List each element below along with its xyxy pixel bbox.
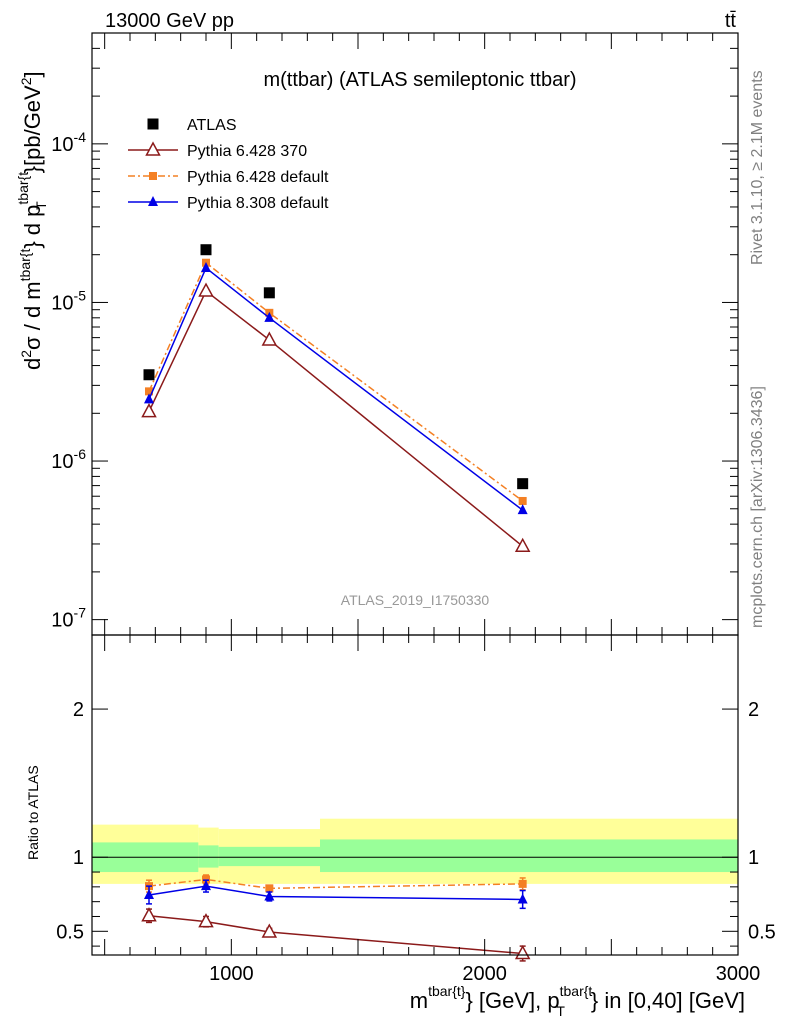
legend-marker-3 [148,196,158,206]
ratio-point-0-0 [141,907,157,922]
header-process-label: tt̄ [725,10,737,32]
legend-label-2: Pythia 6.428 default [187,169,329,186]
header-energy-label: 13000 GeV pp [105,10,234,32]
green-band-2 [218,846,320,867]
main-point-3-0 [144,393,154,404]
main-panel: 10-7 10-6 10-5 10-4 m(ttbar) (ATLAS semilep… [15,32,739,636]
main-ticks: 10-7 10-6 10-5 10-4 [51,32,739,635]
legend-label-0: ATLAS [187,117,237,134]
ratio-point-2-1 [201,880,211,891]
ratio-series-2 [144,879,528,910]
main-ytick-label: 10-7 [51,605,86,632]
legend-label-3: Pythia 8.308 default [187,195,329,212]
main-point-0-0 [143,369,155,381]
ratio-series-line-2 [148,885,523,901]
green-band-3 [320,839,738,873]
main-point-1-2 [261,331,278,346]
ratio-ytick-label-left: 2 [73,699,84,721]
ratio-point-2-2 [264,890,275,901]
ratio-bands [92,818,738,884]
watermark: ATLAS_2019_I1750330 [341,592,490,608]
rivet-version-label: Rivet 3.1.10, ≥ 2.1M events [749,70,766,265]
xtick-label: 1000 [209,963,254,985]
main-point-3-3 [517,504,528,515]
legend: ATLAS Pythia 6.428 370 Pythia 6.428 defaul… [128,117,329,212]
ratio-point-0-2 [261,923,278,938]
svg-text:d2σ / d mtbar{t} d ptbar{tT}[p: d2σ / d mtbar{t} d ptbar{tT}[pb/GeV2] [15,71,49,370]
main-point-1-1 [198,282,214,297]
main-point-3-1 [201,261,211,272]
main-series-1 [141,282,531,553]
mcplots-label: mcplots.cern.ch [arXiv:1306.3436] [749,386,766,628]
main-series-line-2 [148,261,524,502]
main-title: m(ttbar) (ATLAS semileptonic ttbar) [263,69,576,91]
ratio-point-1-2 [265,884,274,893]
ratio-ytick-label-right: 1 [748,847,759,869]
ratio-series-0 [141,907,531,962]
main-series-line-3 [148,266,524,511]
ratio-point-2-3 [517,893,528,904]
main-point-2-3 [518,496,527,505]
ratio-ticks: 0.5 0.5 1 1 2 2 1000 2000 3000 [56,635,776,985]
xtick-label: 2000 [462,963,507,985]
legend-marker-0 [147,118,159,130]
main-marks [141,244,531,553]
main-point-1-0 [141,403,157,418]
ratio-ylabel: Ratio to ATLAS [25,765,41,860]
main-series-0 [143,244,529,490]
ratio-point-0-1 [198,913,214,928]
xtick-label: 3000 [716,963,761,985]
main-point-0-1 [200,244,212,256]
main-series-3 [144,261,528,515]
legend-marker-2 [149,172,157,180]
ratio-point-1-3 [518,879,527,888]
green-band-1 [198,845,219,868]
legend-marker-1 [145,141,161,156]
main-point-0-2 [263,287,275,299]
legend-label-1: Pythia 6.428 370 [187,143,307,160]
ratio-ytick-label-left: 0.5 [56,921,84,943]
ratio-ytick-label-left: 1 [73,847,84,869]
main-ytick-label: 10-4 [51,129,86,156]
ratio-frame [91,634,739,956]
ratio-ytick-label-right: 0.5 [748,921,776,943]
main-series-line-1 [148,289,524,547]
ratio-point-2-0 [144,889,154,899]
main-ylabel: d2σ / d mtbar{t} d ptbar{tT}[pb/GeV2] [15,71,49,370]
ratio-panel: 0.5 0.5 1 1 2 2 1000 2000 3000 Ratio to ATLAS mt… [25,634,776,1019]
main-point-1-3 [514,537,531,553]
ratio-ytick-label-right: 2 [748,699,759,721]
ratio-series-line-0 [148,914,523,955]
main-point-2-0 [145,387,153,396]
ratio-xlabel: mtbar{t}} [GeV], ptbar{t T} in [0,40] [Ge… [410,983,745,1019]
main-ytick-label: 10-5 [51,287,86,314]
svg-text:mtbar{t}} [GeV], ptbar{tT} in: mtbar{t}} [GeV], ptbar{t T} in [0,40] [Ge… [410,983,745,1019]
main-point-0-3 [517,478,529,490]
main-point-3-2 [264,311,275,322]
ratio-marks [141,874,531,962]
main-ytick-label: 10-6 [51,446,86,473]
